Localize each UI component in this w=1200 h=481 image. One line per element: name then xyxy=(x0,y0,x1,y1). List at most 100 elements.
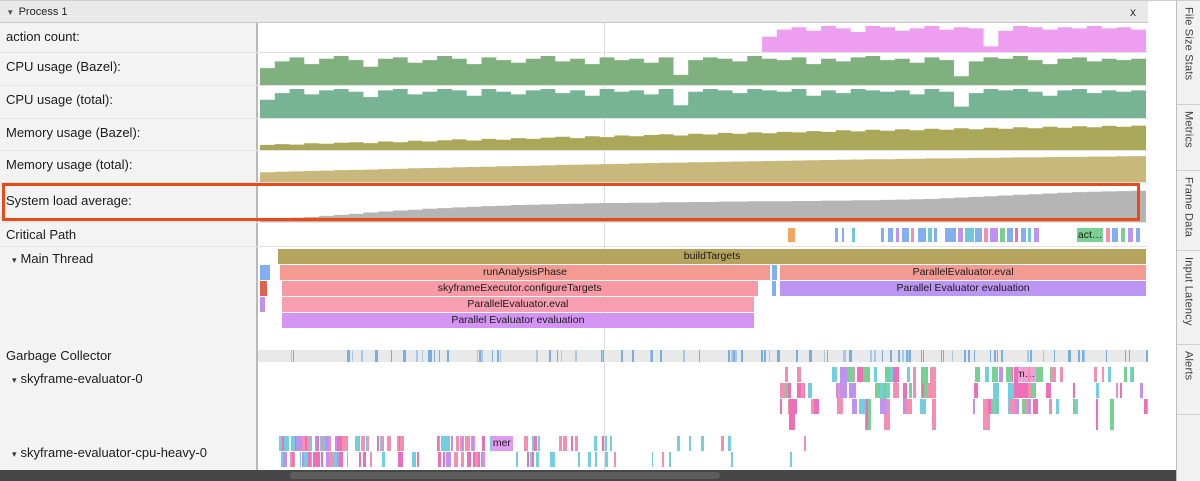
slice[interactable] xyxy=(399,452,404,467)
slice[interactable] xyxy=(293,350,295,362)
slice[interactable] xyxy=(259,265,270,280)
slice[interactable] xyxy=(909,383,912,398)
slice[interactable] xyxy=(850,350,852,362)
slice[interactable] xyxy=(1093,367,1098,382)
slice[interactable] xyxy=(574,436,579,451)
slice[interactable] xyxy=(339,436,342,451)
slice[interactable] xyxy=(446,452,451,467)
slice[interactable] xyxy=(335,436,339,451)
slice[interactable] xyxy=(988,399,992,414)
slice[interactable] xyxy=(984,228,988,242)
slice[interactable] xyxy=(1095,383,1099,398)
slice[interactable] xyxy=(416,350,419,362)
slice[interactable] xyxy=(595,452,597,467)
slice[interactable] xyxy=(768,350,770,362)
slice[interactable] xyxy=(604,452,609,467)
slice[interactable] xyxy=(471,436,474,451)
slice[interactable] xyxy=(481,350,484,362)
slice[interactable] xyxy=(740,350,743,362)
slice[interactable] xyxy=(306,452,312,467)
slice[interactable] xyxy=(282,452,287,467)
slice[interactable] xyxy=(906,399,913,414)
slice[interactable] xyxy=(459,436,463,451)
slice[interactable] xyxy=(1107,367,1111,382)
slice[interactable] xyxy=(975,228,983,242)
slice[interactable] xyxy=(733,350,735,362)
slice[interactable] xyxy=(352,350,354,362)
slice[interactable] xyxy=(1053,350,1056,362)
slice[interactable] xyxy=(325,436,330,451)
slice[interactable] xyxy=(784,383,788,398)
slice[interactable] xyxy=(894,367,898,398)
slice[interactable] xyxy=(594,436,598,451)
slice[interactable] xyxy=(496,350,499,362)
slice[interactable] xyxy=(660,350,662,362)
slice[interactable] xyxy=(930,367,936,398)
slice[interactable] xyxy=(317,436,319,451)
slice-act[interactable]: act… xyxy=(1076,228,1104,242)
slice-runanalysisphase[interactable]: runAnalysisPhase xyxy=(279,265,771,280)
slice[interactable] xyxy=(942,350,945,362)
slice[interactable] xyxy=(945,228,956,242)
slice[interactable] xyxy=(1128,350,1130,362)
slice[interactable] xyxy=(1129,367,1132,382)
slice[interactable] xyxy=(848,350,851,362)
slice[interactable] xyxy=(369,452,373,467)
slice[interactable] xyxy=(779,399,783,414)
slice[interactable] xyxy=(382,452,385,467)
slice[interactable] xyxy=(613,452,616,467)
slice[interactable] xyxy=(989,228,999,242)
slice[interactable] xyxy=(1048,399,1053,414)
slice[interactable] xyxy=(852,367,856,382)
slice[interactable] xyxy=(362,452,367,467)
slice[interactable] xyxy=(851,228,856,242)
slice[interactable] xyxy=(312,452,318,467)
slice[interactable] xyxy=(865,399,869,430)
slice[interactable] xyxy=(291,350,292,362)
slice[interactable] xyxy=(1121,228,1125,242)
slice[interactable] xyxy=(601,436,604,451)
slice[interactable] xyxy=(259,281,267,296)
slice[interactable] xyxy=(1006,367,1013,382)
slice[interactable] xyxy=(728,436,731,451)
slice[interactable] xyxy=(780,383,786,398)
tab-input-latency[interactable]: Input Latency xyxy=(1177,251,1200,345)
slice[interactable] xyxy=(537,436,541,451)
slice[interactable] xyxy=(531,452,534,467)
slice[interactable] xyxy=(857,367,864,382)
slice[interactable] xyxy=(730,452,734,467)
slice[interactable] xyxy=(849,383,856,398)
slice[interactable] xyxy=(881,228,884,242)
slice[interactable] xyxy=(620,350,623,362)
slice[interactable] xyxy=(941,350,943,362)
slice[interactable] xyxy=(870,350,873,362)
slice[interactable] xyxy=(975,367,981,382)
slice[interactable] xyxy=(760,350,763,362)
slice[interactable] xyxy=(341,436,346,451)
slice[interactable] xyxy=(491,350,494,362)
slice[interactable] xyxy=(996,399,999,414)
slice[interactable] xyxy=(902,228,909,242)
slice[interactable] xyxy=(315,452,320,467)
slice[interactable] xyxy=(280,452,283,467)
slice[interactable] xyxy=(1013,399,1020,414)
slice[interactable] xyxy=(1055,399,1060,414)
slice-m[interactable]: m… xyxy=(1013,367,1038,382)
slice[interactable] xyxy=(1125,350,1127,362)
slice[interactable] xyxy=(879,399,887,414)
slice[interactable] xyxy=(1072,383,1075,398)
slice[interactable] xyxy=(299,436,304,451)
slice[interactable] xyxy=(1033,399,1039,414)
slice[interactable] xyxy=(575,350,577,362)
slice[interactable] xyxy=(403,350,406,362)
slice[interactable] xyxy=(1102,367,1104,382)
slice[interactable] xyxy=(934,228,938,242)
slice[interactable] xyxy=(840,367,848,398)
slice[interactable] xyxy=(481,436,486,451)
slice[interactable] xyxy=(784,367,788,382)
slice[interactable] xyxy=(984,367,990,382)
slice[interactable] xyxy=(472,452,476,467)
slice[interactable] xyxy=(428,350,431,362)
slice[interactable] xyxy=(919,399,927,414)
slice-parallelevaluatoreval[interactable]: ParallelEvaluator.eval xyxy=(780,265,1147,280)
